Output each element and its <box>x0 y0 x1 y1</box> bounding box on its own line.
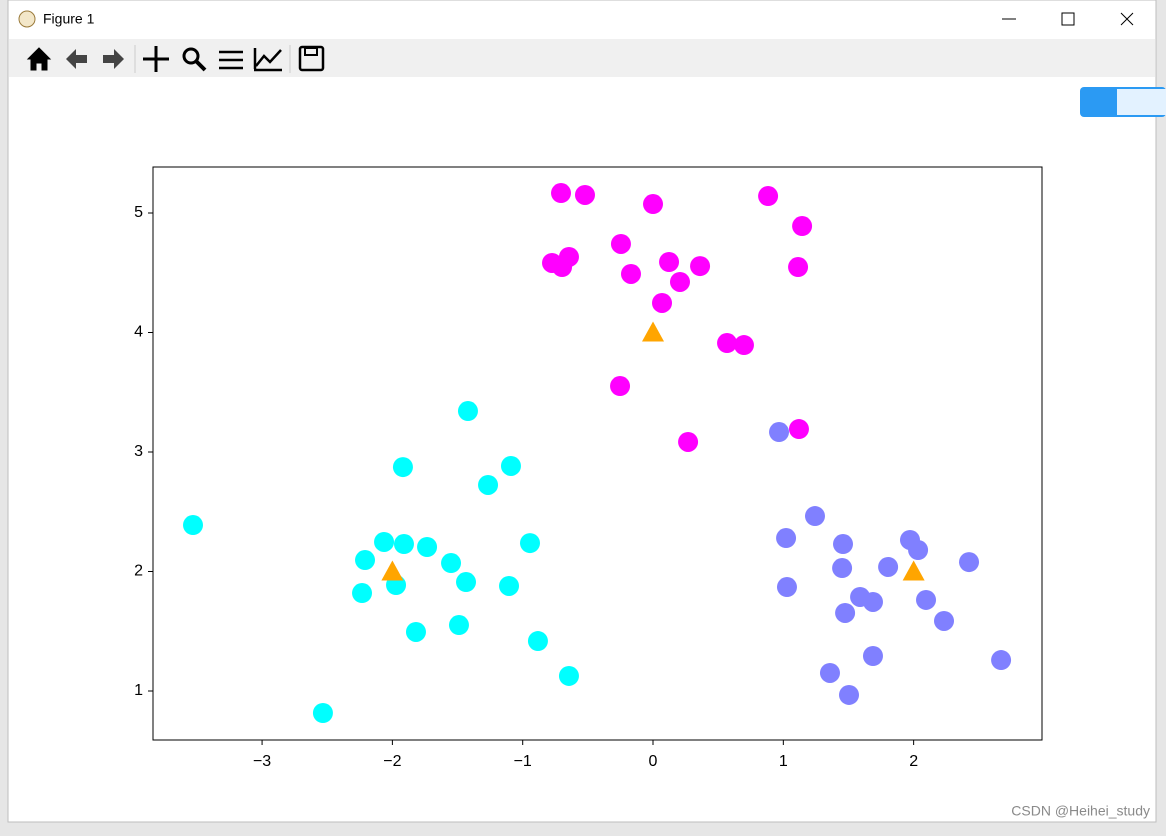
point <box>527 631 548 652</box>
point <box>499 575 520 596</box>
point <box>448 615 469 636</box>
point <box>769 422 790 443</box>
point <box>908 539 929 560</box>
watermark: CSDN @Heihei_study <box>1011 803 1150 819</box>
toolbar <box>9 39 1155 77</box>
back-button[interactable] <box>66 49 87 69</box>
point <box>610 376 631 397</box>
point <box>405 621 426 642</box>
axes-frame <box>152 166 1043 741</box>
window-title: Figure 1 <box>43 11 95 27</box>
y-tick-label: 2 <box>134 563 143 580</box>
forward-button[interactable] <box>103 49 124 69</box>
x-tick-label: 2 <box>909 753 918 770</box>
app-icon <box>18 10 36 28</box>
x-tick-label: −3 <box>253 753 271 770</box>
point <box>183 515 204 536</box>
maximize-button[interactable] <box>1061 12 1075 26</box>
point <box>652 292 673 313</box>
y-tick-label: 3 <box>134 443 143 460</box>
home-button[interactable] <box>26 47 52 71</box>
point <box>678 431 699 452</box>
side-widget-field <box>1117 89 1166 115</box>
point <box>669 271 690 292</box>
y-tick-label: 4 <box>134 324 143 341</box>
point <box>620 263 641 284</box>
point <box>610 233 631 254</box>
x-tick-label: 0 <box>649 753 658 770</box>
point <box>500 455 521 476</box>
point <box>819 662 840 683</box>
point <box>659 252 680 273</box>
point <box>374 531 395 552</box>
y-tick-label: 5 <box>134 204 143 221</box>
point <box>878 556 899 577</box>
point <box>558 246 579 267</box>
x-tick-label: −1 <box>514 753 532 770</box>
subplots-button[interactable] <box>219 50 243 70</box>
point <box>833 534 854 555</box>
center-point <box>902 560 925 581</box>
point <box>352 583 373 604</box>
point <box>558 665 579 686</box>
x-tick-label: −2 <box>383 753 401 770</box>
point <box>456 572 477 593</box>
point <box>574 184 595 205</box>
point <box>717 333 738 354</box>
point <box>959 552 980 573</box>
x-tick-label: 1 <box>779 753 788 770</box>
zoom-button[interactable] <box>182 47 200 65</box>
point <box>355 550 376 571</box>
point <box>776 528 797 549</box>
point <box>478 474 499 495</box>
y-tick-label: 1 <box>134 682 143 699</box>
point <box>788 419 809 440</box>
point <box>991 650 1012 671</box>
point <box>862 645 883 666</box>
point <box>519 533 540 554</box>
toolbar-icons <box>26 45 325 72</box>
point <box>832 558 853 579</box>
close-button[interactable] <box>1120 12 1134 26</box>
point <box>934 610 955 631</box>
point <box>393 534 414 555</box>
point <box>862 591 883 612</box>
center-point <box>642 321 665 342</box>
point <box>643 194 664 215</box>
point <box>792 216 813 237</box>
edit-button[interactable] <box>253 48 282 72</box>
point <box>835 602 856 623</box>
point <box>417 537 438 558</box>
point <box>839 684 860 705</box>
point <box>457 401 478 422</box>
point <box>392 457 413 478</box>
point <box>551 183 572 204</box>
plot-area <box>153 167 1042 740</box>
point <box>312 702 333 723</box>
point <box>788 257 809 278</box>
point <box>916 589 937 610</box>
center-point <box>381 560 404 581</box>
point <box>690 256 711 277</box>
plot: −3 −2 −1 0 1 2 1 2 3 4 5 <box>134 183 1012 770</box>
point <box>776 577 797 598</box>
point <box>441 553 462 574</box>
point <box>758 186 779 207</box>
point <box>733 335 754 356</box>
point <box>804 506 825 527</box>
pan-button[interactable] <box>143 46 169 72</box>
